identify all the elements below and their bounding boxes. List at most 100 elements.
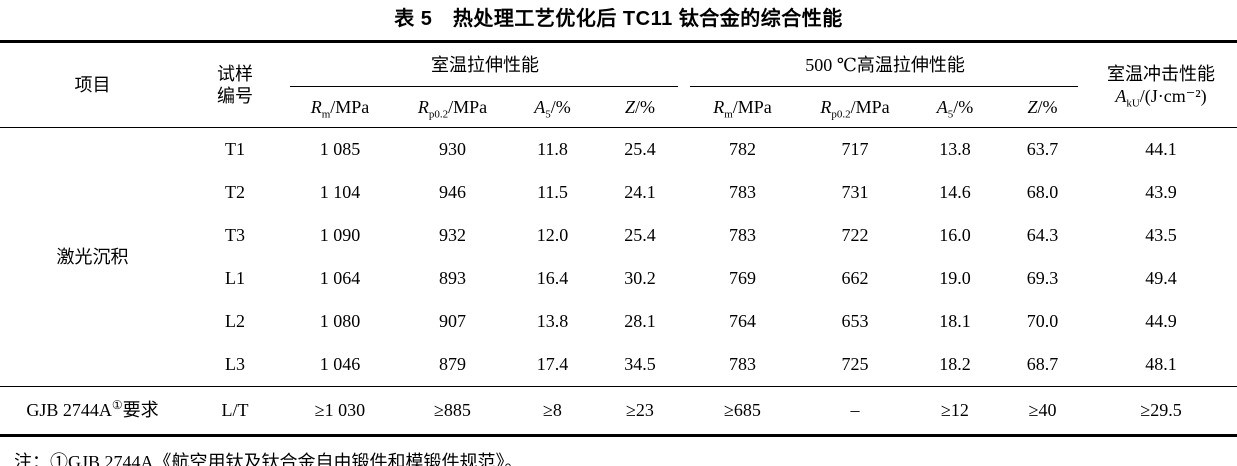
table-row-l3: L3 1 046 879 17.4 34.5 783 725 18.2 68.7… xyxy=(0,343,1237,387)
header-sample-line2: 编号 xyxy=(217,86,253,106)
cell: ≥1 030 xyxy=(285,386,395,437)
cell: 1 064 xyxy=(319,268,361,289)
cell: 63.7 xyxy=(1026,139,1059,160)
cell: 44.1 xyxy=(1145,139,1177,160)
cell: 19.0 xyxy=(939,268,971,289)
header-impact: 室温冲击性能 AkU/(J·cm⁻²) xyxy=(1085,41,1237,128)
sample-id: L1 xyxy=(225,268,245,289)
cell: 49.4 xyxy=(1145,268,1177,289)
cell: ≥685 xyxy=(685,386,800,437)
table-note: 注：①GJB 2744A《航空用钛及钛合金自由锻件和模锻件规范》。 xyxy=(14,452,523,466)
cell: 18.1 xyxy=(939,311,971,332)
cell: ≥12 xyxy=(910,386,1000,437)
sample-id: L3 xyxy=(225,354,245,375)
symbol: A xyxy=(534,96,546,117)
unit: /MPa xyxy=(448,96,488,117)
cell: 43.5 xyxy=(1145,225,1177,246)
cell: 662 xyxy=(841,268,869,289)
subheader-z-ht: Z/% xyxy=(1000,87,1086,128)
header-group-500c-tensile-label: 500 ℃高温拉伸性能 xyxy=(805,54,965,75)
footnote-marker: ① xyxy=(111,398,123,413)
cell: 14.6 xyxy=(939,182,971,203)
cell: 1 085 xyxy=(319,139,361,160)
cell: 44.9 xyxy=(1145,311,1177,332)
symbol: Z xyxy=(1027,96,1038,117)
cell: 893 xyxy=(439,268,466,289)
cell: ≥40 xyxy=(1000,386,1086,437)
symbol: R xyxy=(820,96,832,117)
properties-table: 项目 试样 编号 室温拉伸性能 500 ℃高温拉伸性能 室温冲击性能 AkU/(… xyxy=(0,40,1237,437)
subscript: m xyxy=(321,108,331,121)
sample-id: L/T xyxy=(185,386,285,437)
cell: 731 xyxy=(841,182,869,203)
subscript: m xyxy=(724,108,733,121)
symbol: R xyxy=(713,96,725,117)
symbol: R xyxy=(417,96,429,117)
cell: 13.8 xyxy=(939,139,971,160)
subheader-rp02-ht: Rp0.2/MPa xyxy=(800,87,910,128)
requirement-label-suffix: 要求 xyxy=(122,400,159,421)
cell: 18.2 xyxy=(939,354,971,375)
cell: 725 xyxy=(841,354,869,375)
row-group-label: 激光沉积 xyxy=(56,246,129,267)
cell: – xyxy=(800,386,910,437)
cell: 64.3 xyxy=(1026,225,1059,246)
cell: 769 xyxy=(729,268,756,289)
sample-id: T3 xyxy=(225,225,245,246)
header-sample-number: 试样 编号 xyxy=(185,41,285,128)
header-group-room-temp-tensile: 室温拉伸性能 xyxy=(285,42,685,88)
cell: 722 xyxy=(841,225,869,246)
sample-id: T1 xyxy=(225,139,245,160)
cell: ≥8 xyxy=(510,386,595,437)
cell: 12.0 xyxy=(536,225,569,246)
cell: 34.5 xyxy=(624,354,656,375)
sample-id: L2 xyxy=(225,311,245,332)
cell: 43.9 xyxy=(1145,182,1177,203)
cell: 932 xyxy=(439,225,466,246)
table-row-t2: T2 1 104 946 11.5 24.1 783 731 14.6 68.0… xyxy=(0,171,1237,214)
table-row-l1: L1 1 064 893 16.4 30.2 769 662 19.0 69.3… xyxy=(0,257,1237,300)
subheader-a5-rt: A5/% xyxy=(510,87,595,128)
subheader-rp02-rt: Rp0.2/MPa xyxy=(395,87,510,128)
cell: 25.4 xyxy=(624,139,656,160)
cell: 946 xyxy=(439,182,466,203)
cell: 783 xyxy=(729,225,756,246)
table-row-t1: 激光沉积 T1 1 085 930 11.8 25.4 782 717 13.8… xyxy=(0,128,1237,267)
cell: 24.1 xyxy=(624,182,656,203)
cell: 782 xyxy=(729,139,756,160)
header-group-500c-tensile: 500 ℃高温拉伸性能 xyxy=(685,42,1085,88)
impact-symbol: A xyxy=(1115,86,1127,106)
unit: /MPa xyxy=(732,96,772,117)
cell: 68.0 xyxy=(1026,182,1059,203)
symbol: Z xyxy=(624,96,635,117)
subscript: 5 xyxy=(947,108,954,121)
cell: 907 xyxy=(439,311,466,332)
cell: ≥23 xyxy=(595,386,685,437)
subheader-z-rt: Z/% xyxy=(595,87,685,128)
symbol: R xyxy=(310,96,322,117)
unit: /% xyxy=(1037,96,1058,117)
unit: /MPa xyxy=(850,96,890,117)
subheader-rm-rt: Rm/MPa xyxy=(285,87,395,128)
cell: 16.0 xyxy=(939,225,971,246)
header-group-room-temp-tensile-label: 室温拉伸性能 xyxy=(431,54,539,75)
impact-subscript: kU xyxy=(1126,97,1140,110)
table-row-requirement: GJB 2744A①要求 L/T ≥1 030 ≥885 ≥8 ≥23 ≥685… xyxy=(0,386,1237,437)
table-row-t3: T3 1 090 932 12.0 25.4 783 722 16.0 64.3… xyxy=(0,214,1237,257)
cell: 783 xyxy=(729,354,756,375)
cell: ≥885 xyxy=(395,386,510,437)
cell: 11.5 xyxy=(537,182,568,203)
cell: 25.4 xyxy=(624,225,656,246)
cell: 48.1 xyxy=(1145,354,1177,375)
cell: 783 xyxy=(729,182,756,203)
subscript: p0.2 xyxy=(831,108,851,121)
cell: 879 xyxy=(439,354,466,375)
sample-id: T2 xyxy=(225,182,245,203)
cell: 28.1 xyxy=(624,311,656,332)
cell: 11.8 xyxy=(537,139,568,160)
header-sample-line1: 试样 xyxy=(217,63,253,84)
header-impact-formula: AkU/(J·cm⁻²) xyxy=(1115,86,1206,109)
cell: 69.3 xyxy=(1026,268,1059,289)
subheader-rm-ht: Rm/MPa xyxy=(685,87,800,128)
